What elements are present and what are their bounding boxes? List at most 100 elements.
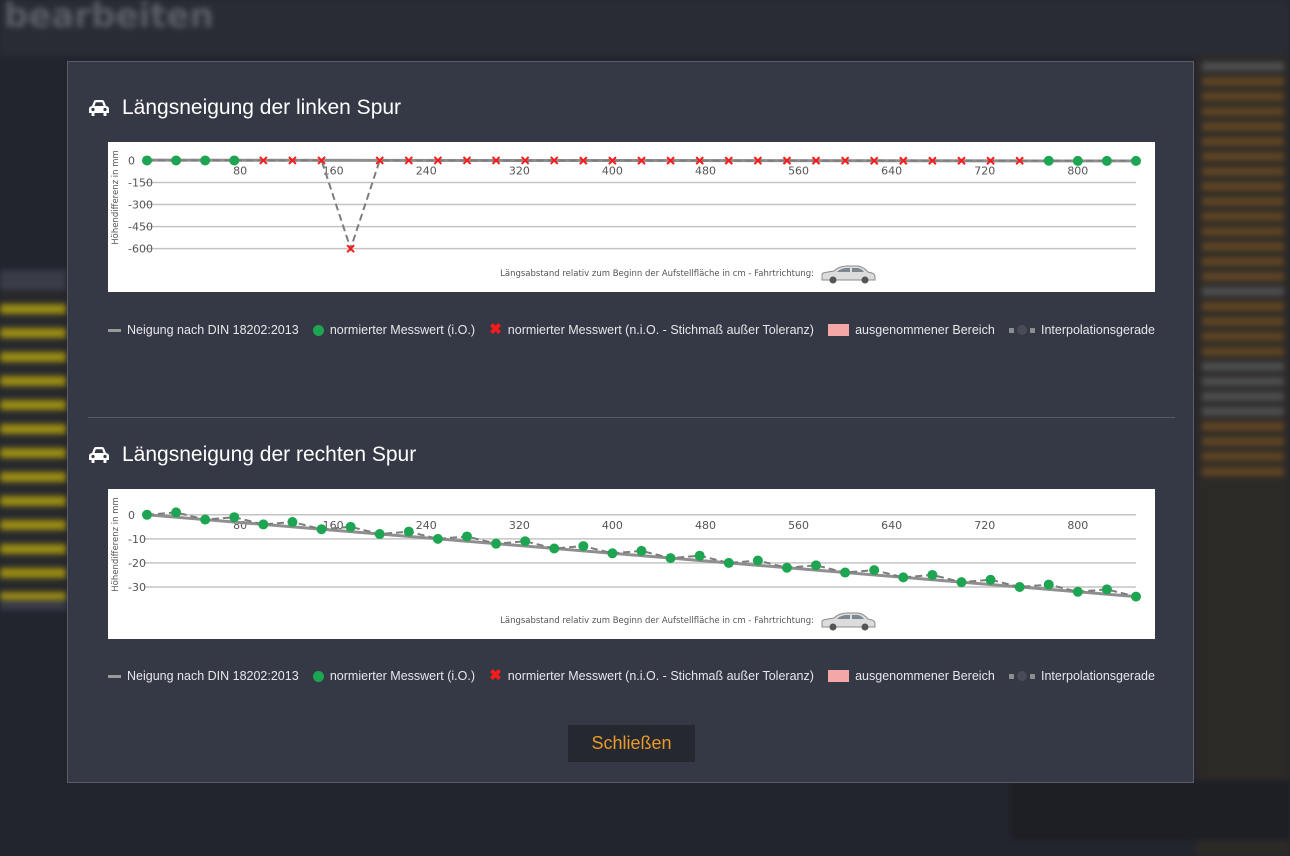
legend-label-din: Neigung nach DIN 18202:2013 (127, 669, 299, 683)
chart-left-svg: 0 -150 -300 -450 -600 80 160 240 320 400 480 560 640… (111, 150, 1141, 284)
data-point-ok (752, 555, 763, 566)
data-point-ok (1131, 591, 1141, 602)
cross-icon: ✖ (489, 321, 502, 338)
data-point-ok (956, 577, 967, 588)
x-tick-label: 400 (602, 164, 623, 177)
legend-item-nok: ✖ normierter Messwert (n.i.O. - Stichmaß … (489, 321, 814, 338)
legend-right: Neigung nach DIN 18202:2013 normierter M… (108, 666, 1155, 686)
legend-label-nok: normierter Messwert (n.i.O. - Stichmaß a… (507, 323, 814, 337)
data-point-ok (461, 531, 472, 542)
legend-interp-swatch (1008, 671, 1035, 681)
y-tick-label: -150 (128, 177, 153, 190)
legend-rect-swatch (828, 670, 850, 682)
x-tick-label: 80 (233, 164, 247, 177)
x-tick-label: 640 (881, 164, 902, 177)
data-point-ok (1072, 155, 1083, 166)
data-point-nok (869, 156, 879, 165)
data-point-ok (636, 545, 647, 556)
y-tick-label: -10 (128, 533, 146, 546)
data-point-ok (549, 543, 560, 554)
data-point-ok (985, 574, 996, 585)
legend-left: Neigung nach DIN 18202:2013 normierter M… (108, 320, 1155, 340)
x-tick-label: 480 (695, 164, 716, 177)
data-point-nok (579, 156, 588, 165)
x-tick-label: 720 (974, 164, 995, 177)
data-point-nok (550, 156, 559, 165)
background-topbar (0, 0, 1290, 56)
car-icon (89, 447, 109, 463)
car-side-icon (821, 265, 876, 284)
chart-left-lane: 0 -150 -300 -450 -600 80 160 240 320 400 480 560 640… (108, 142, 1155, 292)
legend-interp-swatch (1008, 325, 1035, 335)
legend-dot-swatch (312, 324, 324, 336)
section-divider (88, 417, 1175, 418)
close-button[interactable]: Schließen (568, 725, 695, 762)
section-title-left: Längsneigung der linken Spur (122, 96, 402, 119)
data-point-nok (724, 156, 733, 165)
y-tick-label: 0 (128, 509, 135, 522)
data-point-ok (840, 567, 851, 578)
x-tick-label: 640 (881, 519, 902, 532)
x-axis-label: Längsabstand relativ zum Beginn der Aufs… (500, 269, 814, 279)
y-tick-label: 0 (128, 154, 135, 167)
data-point-ok (607, 548, 618, 559)
y-tick-label: -300 (128, 199, 153, 212)
x-tick-label: 480 (695, 519, 716, 532)
x-tick-label: 320 (509, 164, 530, 177)
data-point-ok (287, 517, 298, 528)
x-tick-label: 400 (602, 519, 623, 532)
legend-label-excluded: ausgenommener Bereich (855, 669, 995, 683)
data-point-nok (288, 156, 297, 165)
data-point-ok (374, 529, 385, 540)
cross-icon: ✖ (489, 667, 502, 684)
car-side-icon (821, 612, 876, 631)
legend-rect-swatch (828, 324, 850, 336)
legend-item-nok: ✖ normierter Messwert (n.i.O. - Stichmaß … (489, 667, 814, 684)
legend-dot-swatch (312, 670, 324, 682)
data-point-nok (899, 156, 908, 165)
legend-item-ok: normierter Messwert (i.O.) (312, 323, 475, 337)
interpolation-line (146, 511, 1137, 598)
data-point-nok (259, 156, 268, 165)
x-tick-label: 560 (788, 164, 809, 177)
data-point-ok (171, 507, 182, 518)
background-title: bearbeiten (4, 0, 214, 36)
y-tick-label: -20 (128, 557, 146, 570)
data-point-nok (1015, 156, 1024, 165)
data-point-ok (142, 509, 152, 520)
section-right-lane: Längsneigung der rechten Spur (88, 443, 416, 467)
y-axis-label: Höhendifferenz in mm (111, 497, 121, 592)
x-tick-label: 160 (323, 164, 344, 177)
data-point-ok (1101, 584, 1112, 595)
data-point-nok (346, 244, 355, 253)
data-point-ok (898, 572, 909, 583)
data-point-ok (665, 553, 676, 564)
x-tick-label: 800 (1067, 164, 1088, 177)
data-point-ok (1043, 155, 1054, 166)
data-point-ok (1101, 155, 1112, 166)
data-point-ok (927, 569, 938, 580)
legend-item-din: Neigung nach DIN 18202:2013 (108, 323, 299, 337)
data-point-nok (637, 156, 646, 165)
y-axis-label: Höhendifferenz in mm (111, 150, 121, 245)
data-point-nok (782, 156, 792, 165)
legend-label-nok: normierter Messwert (n.i.O. - Stichmaß a… (507, 669, 814, 683)
data-point-nok (666, 156, 675, 165)
legend-label-interp: Interpolationsgerade (1040, 669, 1155, 683)
legend-label-excluded: ausgenommener Bereich (855, 323, 995, 337)
car-icon (89, 100, 109, 116)
legend-item-interp: Interpolationsgerade (1008, 669, 1155, 683)
section-left-lane: Längsneigung der linken Spur (88, 96, 401, 120)
legend-item-ok: normierter Messwert (i.O.) (312, 669, 475, 683)
data-point-ok (1072, 586, 1083, 597)
legend-item-interp: Interpolationsgerade (1008, 323, 1155, 337)
data-point-ok (694, 550, 705, 561)
data-point-nok (491, 156, 501, 165)
background-hazard-stripes (0, 290, 66, 600)
y-tick-label: -600 (128, 243, 153, 256)
y-tick-label: -30 (128, 581, 146, 594)
legend-line-swatch (108, 328, 121, 332)
legend-line-swatch (108, 674, 121, 678)
data-point-nok (840, 156, 850, 165)
